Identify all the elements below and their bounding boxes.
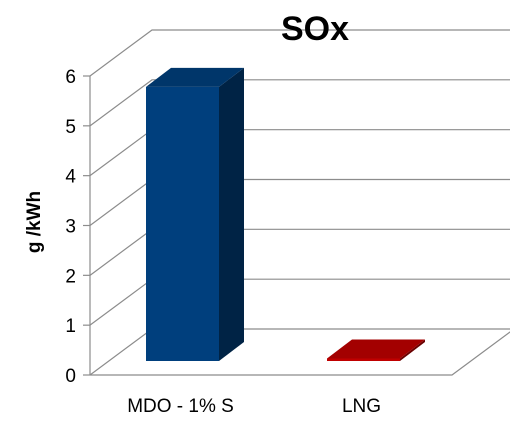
- y-tick-label: 3: [65, 217, 76, 238]
- y-tick-label: 5: [65, 117, 76, 138]
- bar-side-face: [400, 339, 425, 361]
- y-tick-label: 6: [65, 67, 76, 88]
- bar-front-face: [146, 86, 219, 362]
- chart-title: SOx: [281, 10, 349, 48]
- chart-labels: 0 1 2 3 4 5 6 MDO - 1% S LNG: [65, 67, 381, 417]
- floor-outline: [90, 331, 510, 376]
- y-tick-label: 1: [65, 316, 76, 337]
- y-tick-label: 0: [65, 366, 76, 387]
- bar-front-face: [327, 358, 400, 361]
- chart-bars: [146, 67, 425, 362]
- gridline: [89, 29, 510, 77]
- y-axis-label: g /kWh: [24, 191, 45, 253]
- chart-axes: [83, 75, 510, 376]
- x-tick-label: LNG: [342, 396, 381, 417]
- bar-side-face: [219, 67, 244, 362]
- gridline: [89, 79, 510, 127]
- x-tick-label: MDO - 1% S: [127, 396, 234, 417]
- y-tick-label: 4: [65, 167, 76, 188]
- y-tick-label: 2: [65, 266, 76, 287]
- bar-top-face: [146, 67, 244, 87]
- bar-top-face: [327, 339, 425, 359]
